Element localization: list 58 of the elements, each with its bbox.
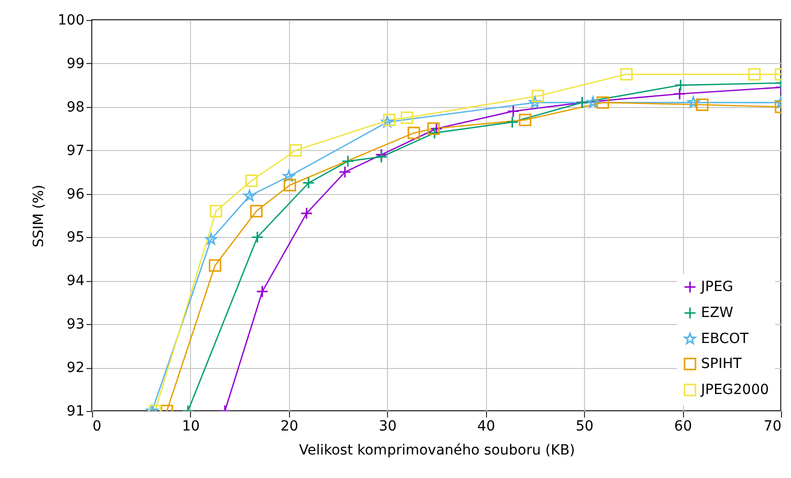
x-tick-label: 50	[576, 418, 594, 434]
point	[290, 144, 302, 157]
x-tick-label: 0	[92, 418, 102, 434]
y-tick-label: 94	[66, 273, 85, 290]
y-tick-label: 98	[66, 99, 84, 116]
point	[256, 285, 269, 298]
point	[208, 259, 222, 272]
point	[244, 190, 256, 202]
point	[428, 126, 441, 140]
y-tick-label: 99	[66, 56, 84, 72]
x-tick-label: 30	[378, 418, 397, 434]
legend-label: JPEG2000	[700, 382, 769, 398]
point	[507, 105, 520, 118]
point	[427, 122, 440, 135]
x-tick-label: 70	[764, 418, 782, 434]
legend-label: JPEG	[700, 279, 734, 295]
point	[674, 78, 687, 92]
x-axis-title: Velikost komprimovaného souboru (KB)	[298, 442, 576, 458]
point	[284, 178, 296, 192]
point	[696, 98, 708, 111]
y-tick-label: 92	[66, 360, 84, 376]
x-tick-label: 20	[280, 418, 298, 434]
point	[528, 96, 541, 108]
legend-label: EZW	[701, 305, 734, 321]
point	[302, 176, 315, 190]
y-tick-label: 96	[66, 186, 85, 202]
point	[250, 204, 263, 218]
point	[620, 68, 633, 81]
y-axis-title: SSIM (%)	[30, 184, 47, 248]
point	[245, 174, 258, 187]
point	[338, 166, 352, 178]
point	[506, 116, 519, 128]
point	[408, 126, 420, 140]
point	[687, 96, 700, 108]
x-tick-label: 10	[182, 418, 200, 434]
point	[587, 96, 599, 108]
y-tick-label: 97	[66, 142, 84, 159]
point	[342, 154, 354, 168]
point	[375, 150, 388, 164]
point	[673, 88, 686, 100]
point	[300, 207, 313, 220]
point	[748, 68, 761, 81]
legend-label: EBCOT	[701, 331, 749, 347]
point	[400, 112, 414, 124]
point	[210, 204, 222, 218]
y-tick-label: 93	[66, 316, 84, 333]
point	[205, 233, 218, 245]
point	[282, 170, 295, 182]
point	[532, 90, 544, 102]
y-tick-label: 100	[58, 12, 84, 28]
y-tick-label: 95	[66, 230, 84, 246]
point	[596, 96, 610, 109]
point	[518, 114, 532, 126]
x-tick-label: 60	[674, 418, 692, 434]
y-tick-label: 91	[66, 404, 84, 420]
legend-label: SPIHT	[701, 356, 742, 372]
point	[251, 230, 264, 244]
x-tick-label: 40	[477, 418, 496, 434]
